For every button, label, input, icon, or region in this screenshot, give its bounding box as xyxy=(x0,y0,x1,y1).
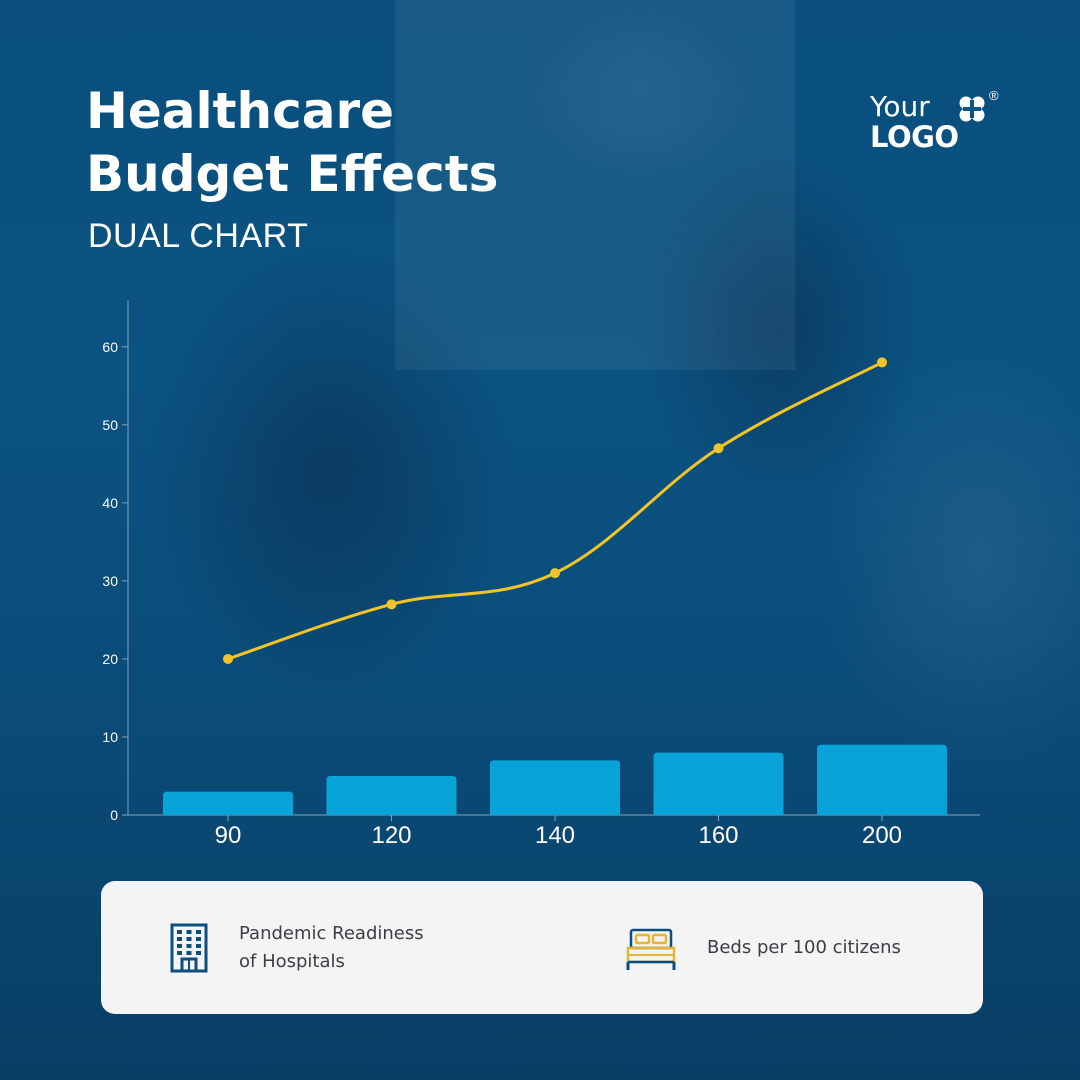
logo-mark-icon xyxy=(959,96,985,122)
line-point xyxy=(386,599,397,610)
y-tick-label: 20 xyxy=(102,651,118,667)
x-tick-label: 120 xyxy=(371,822,411,849)
y-tick-label: 30 xyxy=(102,573,118,589)
bed-icon xyxy=(626,928,676,970)
title-line-2: Budget Effects xyxy=(86,145,499,203)
bar xyxy=(653,752,784,815)
line-point xyxy=(713,443,724,454)
y-tick-label: 0 xyxy=(110,807,118,823)
y-tick-label: 50 xyxy=(102,417,118,433)
y-tick-label: 60 xyxy=(102,339,118,355)
logo-text-logo: LOGO xyxy=(870,120,959,154)
bar xyxy=(817,744,947,815)
series-line xyxy=(227,361,883,661)
bar xyxy=(490,760,620,815)
bar xyxy=(326,775,457,815)
background-poster xyxy=(395,0,795,370)
bar xyxy=(163,791,293,815)
y-tick-label: 10 xyxy=(102,729,118,745)
line-point xyxy=(550,568,560,579)
hospital-building-icon xyxy=(170,923,208,972)
x-tick-label: 90 xyxy=(215,822,242,849)
legend-label-beds: Beds per 100 citizens xyxy=(707,934,927,962)
legend-label-line-1: Pandemic Readiness xyxy=(239,922,424,944)
page-title: Healthcare Budget Effects xyxy=(86,80,606,206)
legend-item-beds: Beds per 100 citizens xyxy=(625,881,927,1014)
legend-item-hospital-readiness: Pandemic Readiness of Hospitals xyxy=(169,881,459,1014)
page-subtitle: DUAL CHART xyxy=(88,217,309,255)
x-tick-label: 160 xyxy=(698,822,738,849)
x-tick-label: 200 xyxy=(862,822,902,849)
chart-legend: Pandemic Readiness of Hospitals Beds per… xyxy=(101,881,983,1014)
title-line-1: Healthcare xyxy=(86,82,395,140)
logo-registered-mark: ® xyxy=(989,88,999,103)
line-point xyxy=(223,653,233,664)
logo-text-your: Your xyxy=(870,90,930,123)
line-point xyxy=(877,357,887,368)
brand-logo: Your ® LOGO xyxy=(870,88,1010,160)
legend-label-hospital-readiness: Pandemic Readiness of Hospitals xyxy=(239,920,459,976)
legend-label-line-2: of Hospitals xyxy=(239,950,345,972)
x-tick-label: 140 xyxy=(535,822,575,849)
legend-label-line-1: Beds per 100 citizens xyxy=(707,936,901,958)
y-tick-label: 40 xyxy=(102,495,118,511)
